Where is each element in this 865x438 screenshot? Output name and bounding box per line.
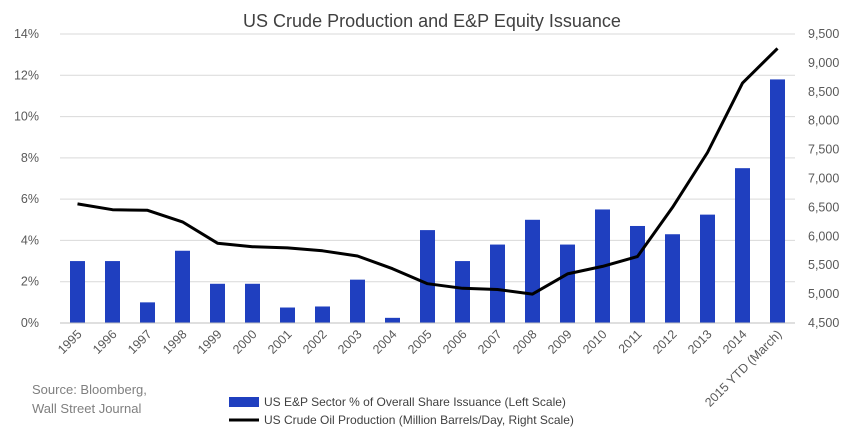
x-tick-label: 2002 bbox=[300, 327, 330, 357]
right-tick-label: 7,500 bbox=[808, 143, 839, 157]
x-tick-label: 2014 bbox=[720, 327, 750, 357]
bar bbox=[665, 234, 680, 323]
bar bbox=[175, 250, 190, 323]
right-tick-label: 5,500 bbox=[808, 258, 839, 272]
bar bbox=[420, 230, 435, 323]
x-tick-label: 2007 bbox=[475, 327, 505, 357]
bar bbox=[560, 244, 575, 323]
right-tick-label: 8,000 bbox=[808, 114, 839, 128]
left-tick-label: 8% bbox=[21, 151, 39, 165]
bar bbox=[280, 307, 295, 323]
source-line-2: Wall Street Journal bbox=[32, 401, 141, 416]
x-tick-label: 2001 bbox=[265, 327, 295, 357]
x-tick-label: 2004 bbox=[370, 327, 400, 357]
legend-label-bars: US E&P Sector % of Overall Share Issuanc… bbox=[264, 395, 566, 409]
left-tick-label: 14% bbox=[14, 27, 39, 41]
right-axis: 4,500 5,000 5,500 6,000 6,500 7,000 7,500 8,000… bbox=[808, 27, 839, 330]
right-tick-label: 9,000 bbox=[808, 56, 839, 70]
bar bbox=[140, 302, 155, 323]
bar bbox=[700, 214, 715, 323]
right-tick-label: 5,000 bbox=[808, 287, 839, 301]
x-tick-label: 1999 bbox=[195, 327, 225, 357]
bar bbox=[630, 225, 645, 323]
bar bbox=[525, 219, 540, 323]
x-tick-label: 2005 bbox=[405, 327, 435, 357]
bar bbox=[245, 283, 260, 323]
left-axis: 0% 2% 4% 6% 8% 10% 12% 14% bbox=[14, 27, 39, 330]
left-tick-label: 2% bbox=[21, 275, 39, 289]
left-tick-label: 0% bbox=[21, 316, 39, 330]
x-tick-label: 2006 bbox=[440, 327, 470, 357]
x-tick-label: 2008 bbox=[510, 327, 540, 357]
x-tick-label: 2010 bbox=[580, 327, 610, 357]
legend: US E&P Sector % of Overall Share Issuanc… bbox=[229, 395, 574, 427]
legend-swatch-bars bbox=[229, 397, 259, 407]
bar bbox=[70, 261, 85, 323]
line-series bbox=[77, 47, 779, 296]
x-tick-label: 1995 bbox=[55, 327, 85, 357]
right-tick-label: 8,500 bbox=[808, 85, 839, 99]
left-tick-label: 6% bbox=[21, 192, 39, 206]
x-tick-label: 2011 bbox=[616, 327, 645, 356]
right-tick-label: 7,000 bbox=[808, 172, 839, 186]
x-tick-label: 2009 bbox=[545, 327, 575, 357]
x-tick-label: 2000 bbox=[230, 327, 260, 357]
right-tick-label: 6,000 bbox=[808, 229, 839, 243]
bar bbox=[105, 261, 120, 323]
left-tick-label: 4% bbox=[21, 233, 39, 247]
bar bbox=[385, 317, 400, 323]
right-tick-label: 9,500 bbox=[808, 27, 839, 41]
right-tick-label: 4,500 bbox=[808, 316, 839, 330]
source-line-1: Source: Bloomberg, bbox=[32, 382, 147, 397]
x-tick-label: 2013 bbox=[685, 327, 715, 357]
left-tick-label: 10% bbox=[14, 110, 39, 124]
bar bbox=[455, 261, 470, 323]
left-tick-label: 12% bbox=[14, 68, 39, 82]
chart-title: US Crude Production and E&P Equity Issua… bbox=[243, 11, 621, 31]
right-tick-label: 6,500 bbox=[808, 200, 839, 214]
x-tick-label: 2003 bbox=[335, 327, 365, 357]
bar bbox=[770, 79, 785, 324]
x-tick-label: 1998 bbox=[160, 327, 190, 357]
bar bbox=[315, 306, 330, 323]
bar bbox=[350, 279, 365, 323]
bar bbox=[490, 244, 505, 323]
bar-series bbox=[70, 79, 785, 324]
x-tick-label: 2012 bbox=[650, 327, 680, 357]
bar bbox=[735, 168, 750, 323]
legend-label-line: US Crude Oil Production (Million Barrels… bbox=[264, 413, 574, 427]
bar bbox=[210, 283, 225, 323]
x-tick-label: 1996 bbox=[90, 327, 120, 357]
x-tick-label: 1997 bbox=[125, 327, 155, 357]
